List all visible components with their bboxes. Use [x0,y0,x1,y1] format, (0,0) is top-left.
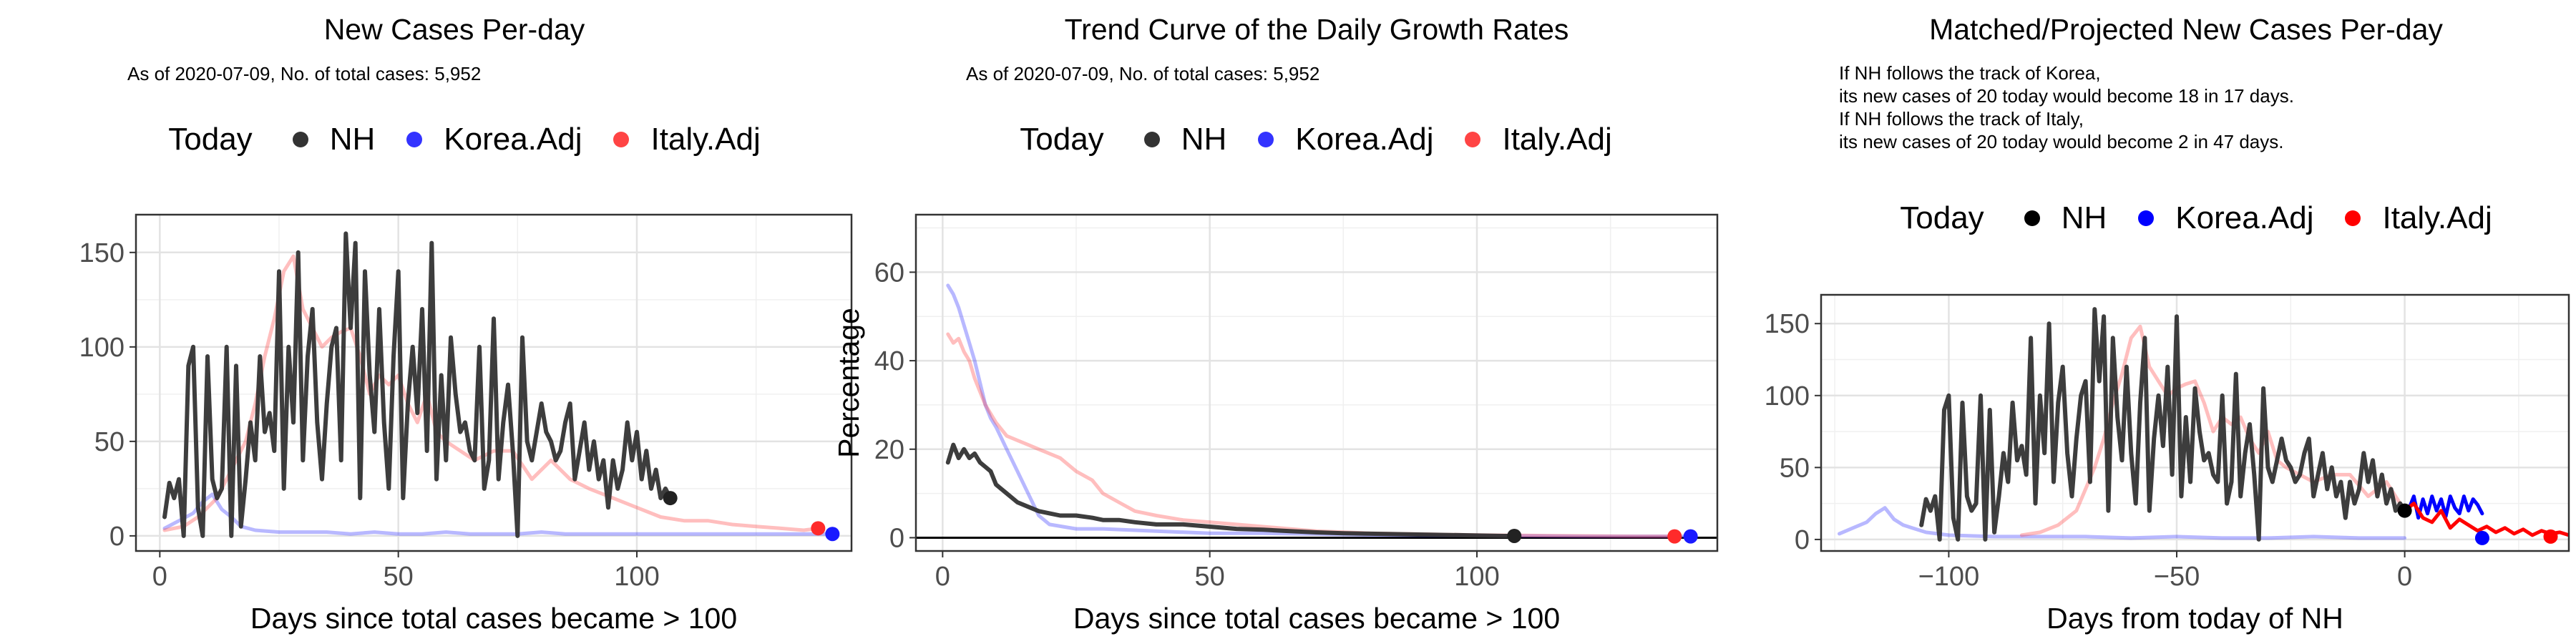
legend-dot-italy [1465,132,1481,147]
legend-item-korea: Korea.Adj [2138,200,2313,236]
legend-label: Korea.Adj [2175,200,2314,235]
legend-title: Today [1900,200,1984,235]
x-axis-label: Days since total cases became > 100 [1073,602,1560,635]
legend-dot-italy [613,132,630,147]
legend-dot-korea [1258,132,1274,147]
x-tick-label: −100 [1918,562,1980,592]
legend-dot-korea [406,132,423,147]
x-axis-label: Days from today of NH [2046,602,2343,635]
today-point-korea [1683,529,1698,544]
legend-dot-nh [1143,132,1160,147]
legend: Today NH Korea.Adj Italy.Adj [93,122,852,157]
y-tick-label: 60 [874,258,904,288]
legend-dot-nh [292,132,308,147]
y-tick-label: 150 [1765,309,1810,339]
x-tick-label: 100 [614,562,659,592]
x-tick-label: 0 [2397,562,2412,592]
series-line-italy [2403,502,2569,537]
y-tick-label: 50 [1780,453,1810,483]
today-point-italy [2543,529,2558,544]
legend-label: NH [2061,200,2107,235]
legend: Today NH Korea.Adj Italy.Adj [945,122,1703,157]
legend-dot-nh [2024,210,2040,226]
legend-title: Today [168,122,253,157]
x-tick-label: −50 [2154,562,2200,592]
plot-border [135,213,853,552]
plot-border [914,213,1719,552]
panel-projected: Matched/Projected New Cases Per-day If N… [1724,0,2576,644]
legend-item-korea: Korea.Adj [1258,122,1433,157]
plot-area: 0 50 100 0 20 40 60 Days since total cases beca… [832,213,1719,635]
plot-area: 0 50 100 0 50 100 150 Days since total cases be… [79,213,853,635]
series-line-nh [162,231,673,538]
legend-item-nh: NH [292,122,376,157]
y-tick-label: 150 [79,238,125,268]
today-point-korea [2474,530,2489,545]
y-tick-label: 0 [889,523,904,553]
legend-label: Korea.Adj [444,122,582,157]
x-tick-label: 0 [152,562,167,592]
series-group [945,283,1693,539]
chart-subtitle: If NH follows the track of Korea, its ne… [1839,62,2294,152]
legend-item-korea: Korea.Adj [406,122,582,157]
legend-item-italy: Italy.Adj [1465,122,1612,157]
series-line-korea [2403,494,2484,520]
today-point-nh [2397,503,2412,518]
legend-label: NH [329,122,376,157]
y-tick-label: 20 [874,435,904,465]
series-line-italy [2019,324,2407,537]
series-line-italy [946,332,1677,539]
legend-label: Italy.Adj [2382,200,2492,235]
today-point-italy [1667,529,1682,544]
legend-label: Italy.Adj [1502,122,1612,157]
y-tick-label: 50 [94,427,125,457]
legend-item-nh: NH [1143,122,1227,157]
legend-item-italy: Italy.Adj [613,122,761,157]
y-axis-label: Percentage [832,308,865,458]
series-group [162,231,830,538]
series-line-korea [1838,506,2407,540]
legend-dot-korea [2138,210,2155,226]
legend-label: NH [1181,122,1227,157]
series-line-korea [162,492,830,536]
series-line-nh [1919,307,2407,542]
legend-item-italy: Italy.Adj [2345,200,2492,236]
today-point-italy [811,521,826,536]
y-tick-label: 100 [1765,381,1810,411]
panel-new-cases: New Cases Per-day As of 2020-07-09, No. … [0,0,853,644]
chart-title: New Cases Per-day [323,13,585,46]
legend-item-nh: NH [2024,200,2107,236]
legend-dot-italy [2345,210,2361,226]
today-point-nh [663,491,678,506]
today-point-korea [825,527,840,542]
x-tick-label: 0 [935,562,950,592]
chart-title: Trend Curve of the Daily Growth Rates [1064,13,1569,46]
series-line-korea [946,283,1693,539]
x-tick-label: 50 [384,562,414,592]
y-tick-label: 0 [1795,525,1810,555]
plot-border [1820,293,2570,552]
legend-title: Today [1020,122,1104,157]
panel-growth-rates: Trend Curve of the Daily Growth Rates As… [832,0,1724,644]
series-line-nh [945,442,1517,538]
chart-subtitle: As of 2020-07-09, No. of total cases: 5,… [966,63,1320,84]
y-tick-label: 40 [874,346,904,376]
x-tick-label: 100 [1454,562,1499,592]
chart-subtitle: As of 2020-07-09, No. of total cases: 5,… [127,63,482,84]
x-tick-label: 50 [1195,562,1225,592]
y-tick-label: 0 [109,522,125,552]
x-axis-label: Days since total cases became > 100 [250,602,737,635]
legend-label: Korea.Adj [1295,122,1434,157]
series-group [1838,307,2569,542]
chart-title: Matched/Projected New Cases Per-day [1929,13,2443,46]
plot-area: −100 −50 0 0 50 100 150 Days from today of NH [1765,293,2570,635]
y-tick-label: 100 [79,333,125,363]
legend: Today NH Korea.Adj Italy.Adj [1832,200,2576,236]
legend-label: Italy.Adj [650,122,761,157]
today-point-nh [1507,528,1522,543]
